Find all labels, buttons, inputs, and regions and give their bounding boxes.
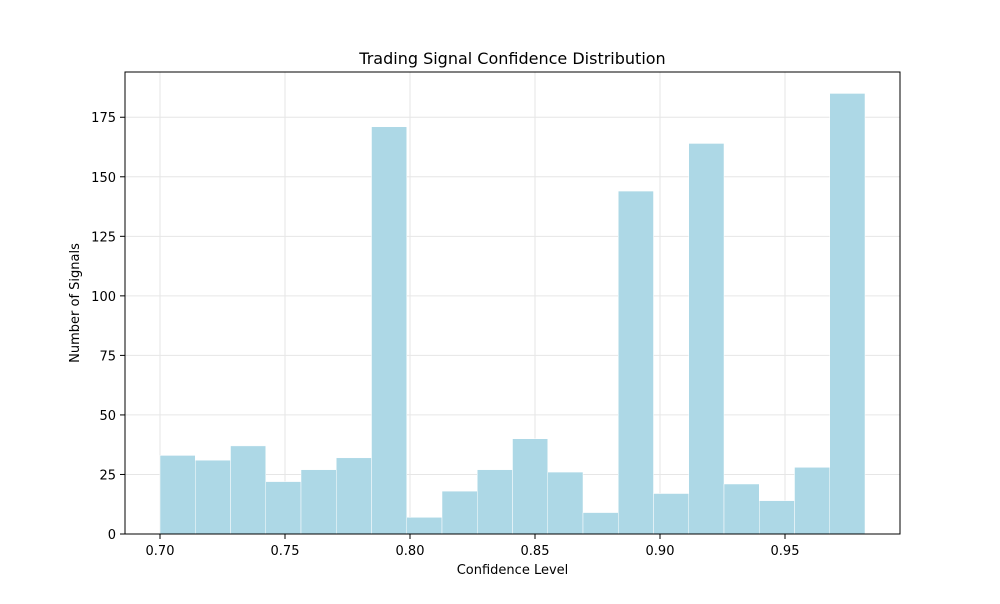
x-tick-label: 0.85 (521, 544, 550, 559)
histogram-bar (441, 490, 478, 535)
histogram-bar (653, 493, 689, 535)
histogram-bar (406, 517, 443, 535)
histogram-bar (794, 467, 830, 535)
y-tick-label: 125 (91, 230, 116, 245)
histogram-bar (230, 445, 266, 535)
y-axis-label: Number of Signals (68, 243, 83, 363)
y-tick-label: 50 (99, 409, 116, 424)
x-tick-label: 0.95 (771, 544, 800, 559)
histogram-bar (512, 438, 548, 535)
histogram-bar (723, 483, 760, 535)
x-tick-label: 0.80 (396, 544, 425, 559)
plot-frame (124, 71, 901, 535)
histogram-bar (477, 469, 513, 535)
histogram-bar (582, 512, 619, 535)
histogram-bar (829, 93, 866, 535)
histogram-bar (336, 457, 372, 535)
histogram-bar (618, 190, 654, 535)
histogram-bar (265, 481, 302, 535)
histogram-bar (195, 459, 231, 535)
ticks-layer: 0.70 0.75 0.80 0.85 0.90 0.95 0 25 50 75 100 125 150… (91, 111, 799, 559)
chart-title: Trading Signal Confidence Distribution (358, 49, 665, 68)
histogram-bar (547, 471, 584, 535)
x-tick-label: 0.70 (146, 544, 175, 559)
y-tick-label: 150 (91, 171, 116, 186)
histogram-bar (688, 143, 725, 535)
grid-layer (125, 72, 900, 535)
y-tick-label: 25 (99, 468, 116, 483)
y-tick-label: 75 (99, 349, 116, 364)
bars-layer (159, 93, 866, 535)
histogram-bar (759, 500, 795, 535)
x-tick-label: 0.75 (271, 544, 300, 559)
y-tick-label: 100 (91, 290, 116, 305)
x-axis-label: Confidence Level (457, 563, 569, 578)
histogram-bar (371, 126, 407, 535)
y-tick-label: 0 (108, 528, 116, 543)
histogram-bar (300, 469, 337, 535)
y-tick-label: 175 (91, 111, 116, 126)
histogram-bar (159, 455, 196, 535)
x-tick-label: 0.90 (646, 544, 675, 559)
